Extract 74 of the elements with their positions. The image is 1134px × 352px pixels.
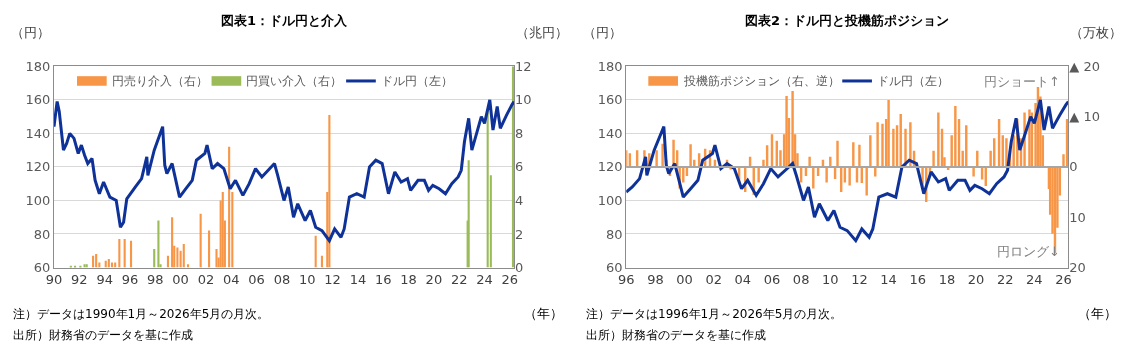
x-tick-label: 16	[909, 272, 927, 288]
x-tick-label: 08	[273, 272, 291, 288]
x-tick-label: 26	[1055, 272, 1072, 288]
y-tick-label: 100	[25, 192, 51, 208]
y-tick-label: 80	[606, 226, 623, 242]
y2-tick-label: 2	[515, 226, 524, 242]
x-tick-label: 98	[147, 272, 164, 288]
y2-axis-title: （兆円）	[516, 25, 568, 40]
x-tick-label: 04	[222, 272, 240, 288]
legend-label: 円売り介入（右）	[112, 74, 208, 88]
legend-label: ドル円（左）	[877, 74, 949, 88]
legend-label: 円買い介入（右）	[246, 74, 342, 88]
x-tick-label: 16	[374, 272, 392, 288]
text: 出所）財務省のデータを基に作成	[586, 328, 766, 342]
x-tick-label: 12	[851, 272, 868, 288]
y-axis-title: （円）	[583, 25, 622, 40]
x-tick-label: 04	[734, 272, 752, 288]
x-tick-label: 02	[197, 272, 215, 288]
x-tick-label: 00	[676, 272, 693, 288]
y2-tick-label: 20	[1069, 260, 1086, 276]
x-tick-label: 14	[880, 272, 897, 288]
y-tick-label: 140	[25, 125, 51, 141]
x-tick-label: 22	[450, 272, 468, 288]
y2-tick-label: 0	[1069, 159, 1078, 175]
x-tick-label: 98	[647, 272, 664, 288]
y2-tick-label: 10	[1069, 209, 1086, 225]
x-tick-label: 22	[996, 272, 1014, 288]
x-axis-title: （年）	[1078, 306, 1117, 321]
y2-tick-label: 8	[515, 125, 524, 141]
x-tick-label: 18	[938, 272, 956, 288]
x-tick-label: 92	[71, 272, 88, 288]
text: 注）データは1990年1月～2026年5月の月次。	[13, 307, 270, 321]
y-tick-label: 180	[25, 58, 51, 74]
y-tick-label: 160	[25, 92, 51, 108]
text: 出所）財務省のデータを基に作成	[13, 328, 193, 342]
chart-title: 図表1：ドル円と介入	[221, 13, 349, 28]
y2-tick-label: ▲ 10	[1069, 109, 1100, 125]
y-tick-label: 120	[25, 159, 51, 175]
x-tick-label: 24	[1026, 272, 1043, 288]
x-axis-title: （年）	[524, 306, 563, 321]
y-axis-title: （円）	[11, 25, 50, 40]
text: 注）データは1996年1月～2026年5月の月次。	[586, 307, 843, 321]
chart-title: 図表2：ドル円と投機筋ポジション	[745, 13, 950, 28]
x-tick-label: 02	[705, 272, 722, 288]
y-tick-label: 160	[597, 92, 623, 108]
annotation: 円ロング↓	[997, 244, 1060, 259]
y2-tick-label: ▲ 20	[1069, 58, 1100, 74]
x-tick-label: 06	[763, 272, 781, 288]
x-tick-label: 10	[298, 272, 316, 288]
annotation: 円ショート↑	[984, 74, 1060, 89]
y2-axis-title: （万枚）	[1070, 25, 1122, 40]
x-tick-label: 18	[400, 272, 417, 288]
y2-tick-label: 4	[515, 192, 524, 208]
legend-label: 投機筋ポジション（右、逆）	[683, 74, 840, 88]
x-tick-label: 10	[822, 272, 839, 288]
legend-label: ドル円（左）	[381, 74, 453, 88]
x-tick-label: 12	[324, 272, 341, 288]
y-tick-label: 140	[597, 125, 623, 141]
x-tick-label: 08	[792, 272, 810, 288]
x-tick-label: 94	[96, 272, 113, 288]
x-tick-label: 24	[476, 272, 493, 288]
x-tick-label: 20	[425, 272, 443, 288]
y-tick-label: 100	[597, 192, 623, 208]
x-tick-label: 00	[172, 272, 189, 288]
x-tick-label: 20	[967, 272, 985, 288]
x-tick-label: 96	[121, 272, 139, 288]
y2-tick-label: 6	[515, 159, 524, 175]
y2-tick-label: 12	[515, 58, 532, 74]
x-tick-label: 14	[349, 272, 367, 288]
y-tick-label: 80	[33, 226, 51, 242]
y-tick-label: 180	[597, 58, 623, 74]
y-tick-label: 120	[597, 159, 623, 175]
x-tick-label: 06	[248, 272, 265, 288]
y2-tick-label: 10	[515, 92, 532, 108]
